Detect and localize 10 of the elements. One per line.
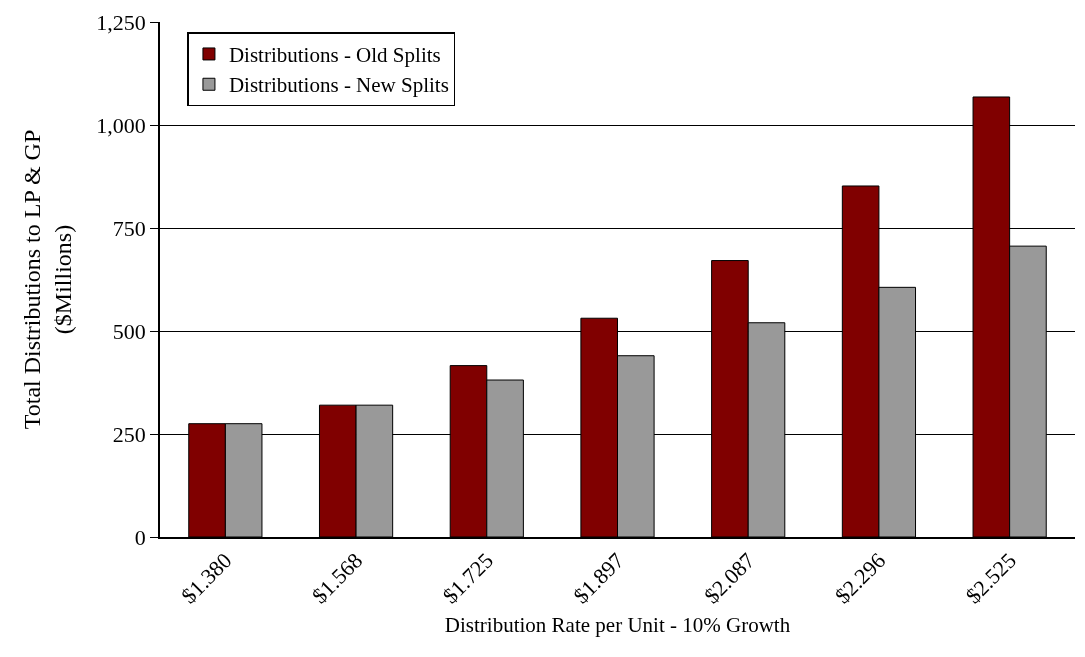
y-tick-label: 750 [112,215,146,241]
y-tick-label: 500 [112,318,146,344]
legend-label: Distributions - Old Splits [228,43,441,68]
x-axis-title: Distribution Rate per Unit - 10% Growth [444,612,791,637]
y-axis-title: Total Distributions to LP & GP ($Millions) [18,129,76,430]
y-tick-label: 1,250 [96,9,146,35]
y-tick-label: 1,000 [96,112,146,138]
y-tick-label: 0 [134,524,146,550]
y-tick-label: 250 [112,421,146,447]
legend-label: Distributions - New Splits [228,73,449,98]
